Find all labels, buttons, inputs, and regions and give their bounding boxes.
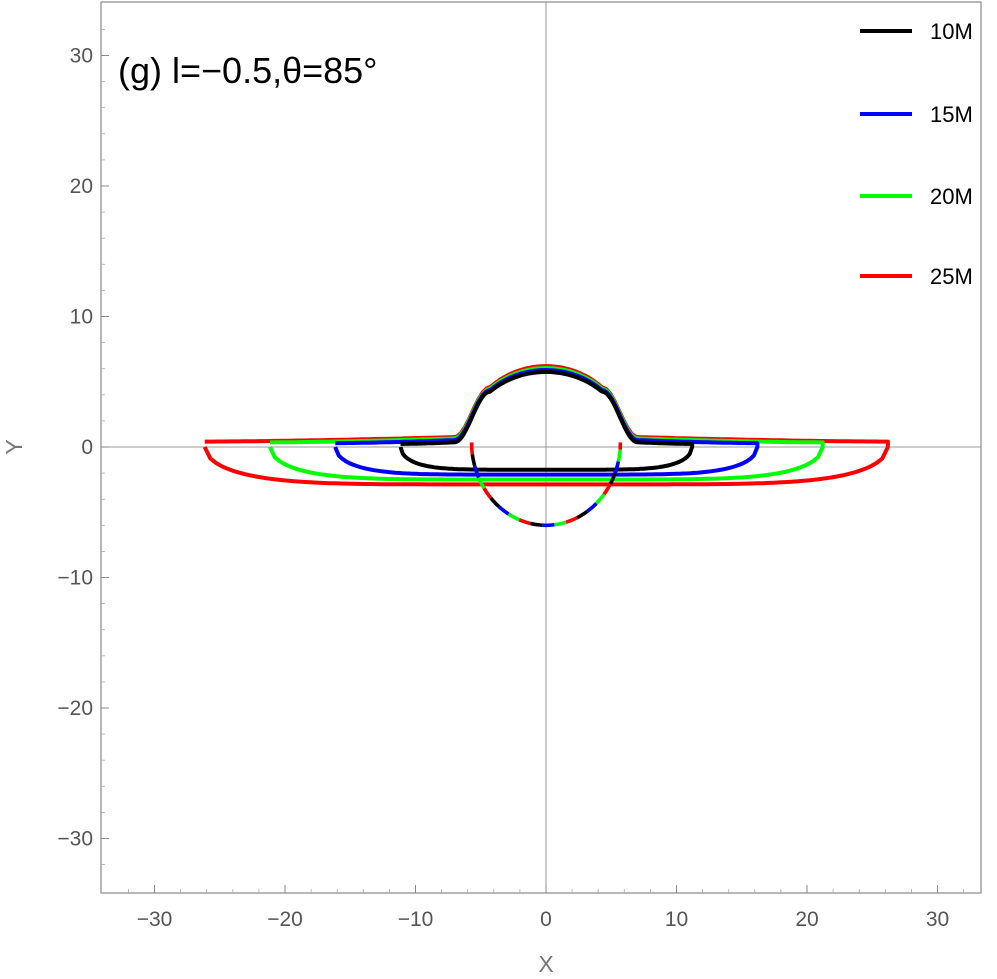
- x-tick-label: −10: [398, 908, 434, 931]
- x-axis-label: X: [538, 951, 553, 977]
- legend-label: 20M: [930, 184, 973, 209]
- y-tick-label: 20: [70, 175, 93, 198]
- x-tick-label: −20: [267, 908, 303, 931]
- y-tick-label: −30: [57, 828, 93, 851]
- x-tick-label: −30: [137, 908, 173, 931]
- y-tick-label: −20: [57, 697, 93, 720]
- x-tick-label: 0: [540, 908, 552, 931]
- legend-label: 10M: [930, 19, 973, 44]
- shadow-dashed-arc: [469, 442, 623, 528]
- y-tick-label: 30: [70, 45, 93, 68]
- shadow-dashed-arc: [469, 442, 623, 528]
- y-tick-label: −10: [57, 567, 93, 590]
- x-tick-label: 20: [795, 908, 818, 931]
- x-tick-label: 10: [665, 908, 688, 931]
- panel-title: (g) l=−0.5,θ=85°: [118, 50, 378, 91]
- legend-label: 15M: [930, 102, 973, 127]
- y-tick-label: 0: [81, 436, 93, 459]
- y-tick-label: 10: [70, 306, 93, 329]
- series-line: [398, 370, 695, 472]
- legend-label: 25M: [930, 264, 973, 289]
- x-tick-label: 30: [926, 908, 949, 931]
- y-axis-label: Y: [1, 439, 27, 454]
- shadow-dashed-arc: [469, 442, 623, 528]
